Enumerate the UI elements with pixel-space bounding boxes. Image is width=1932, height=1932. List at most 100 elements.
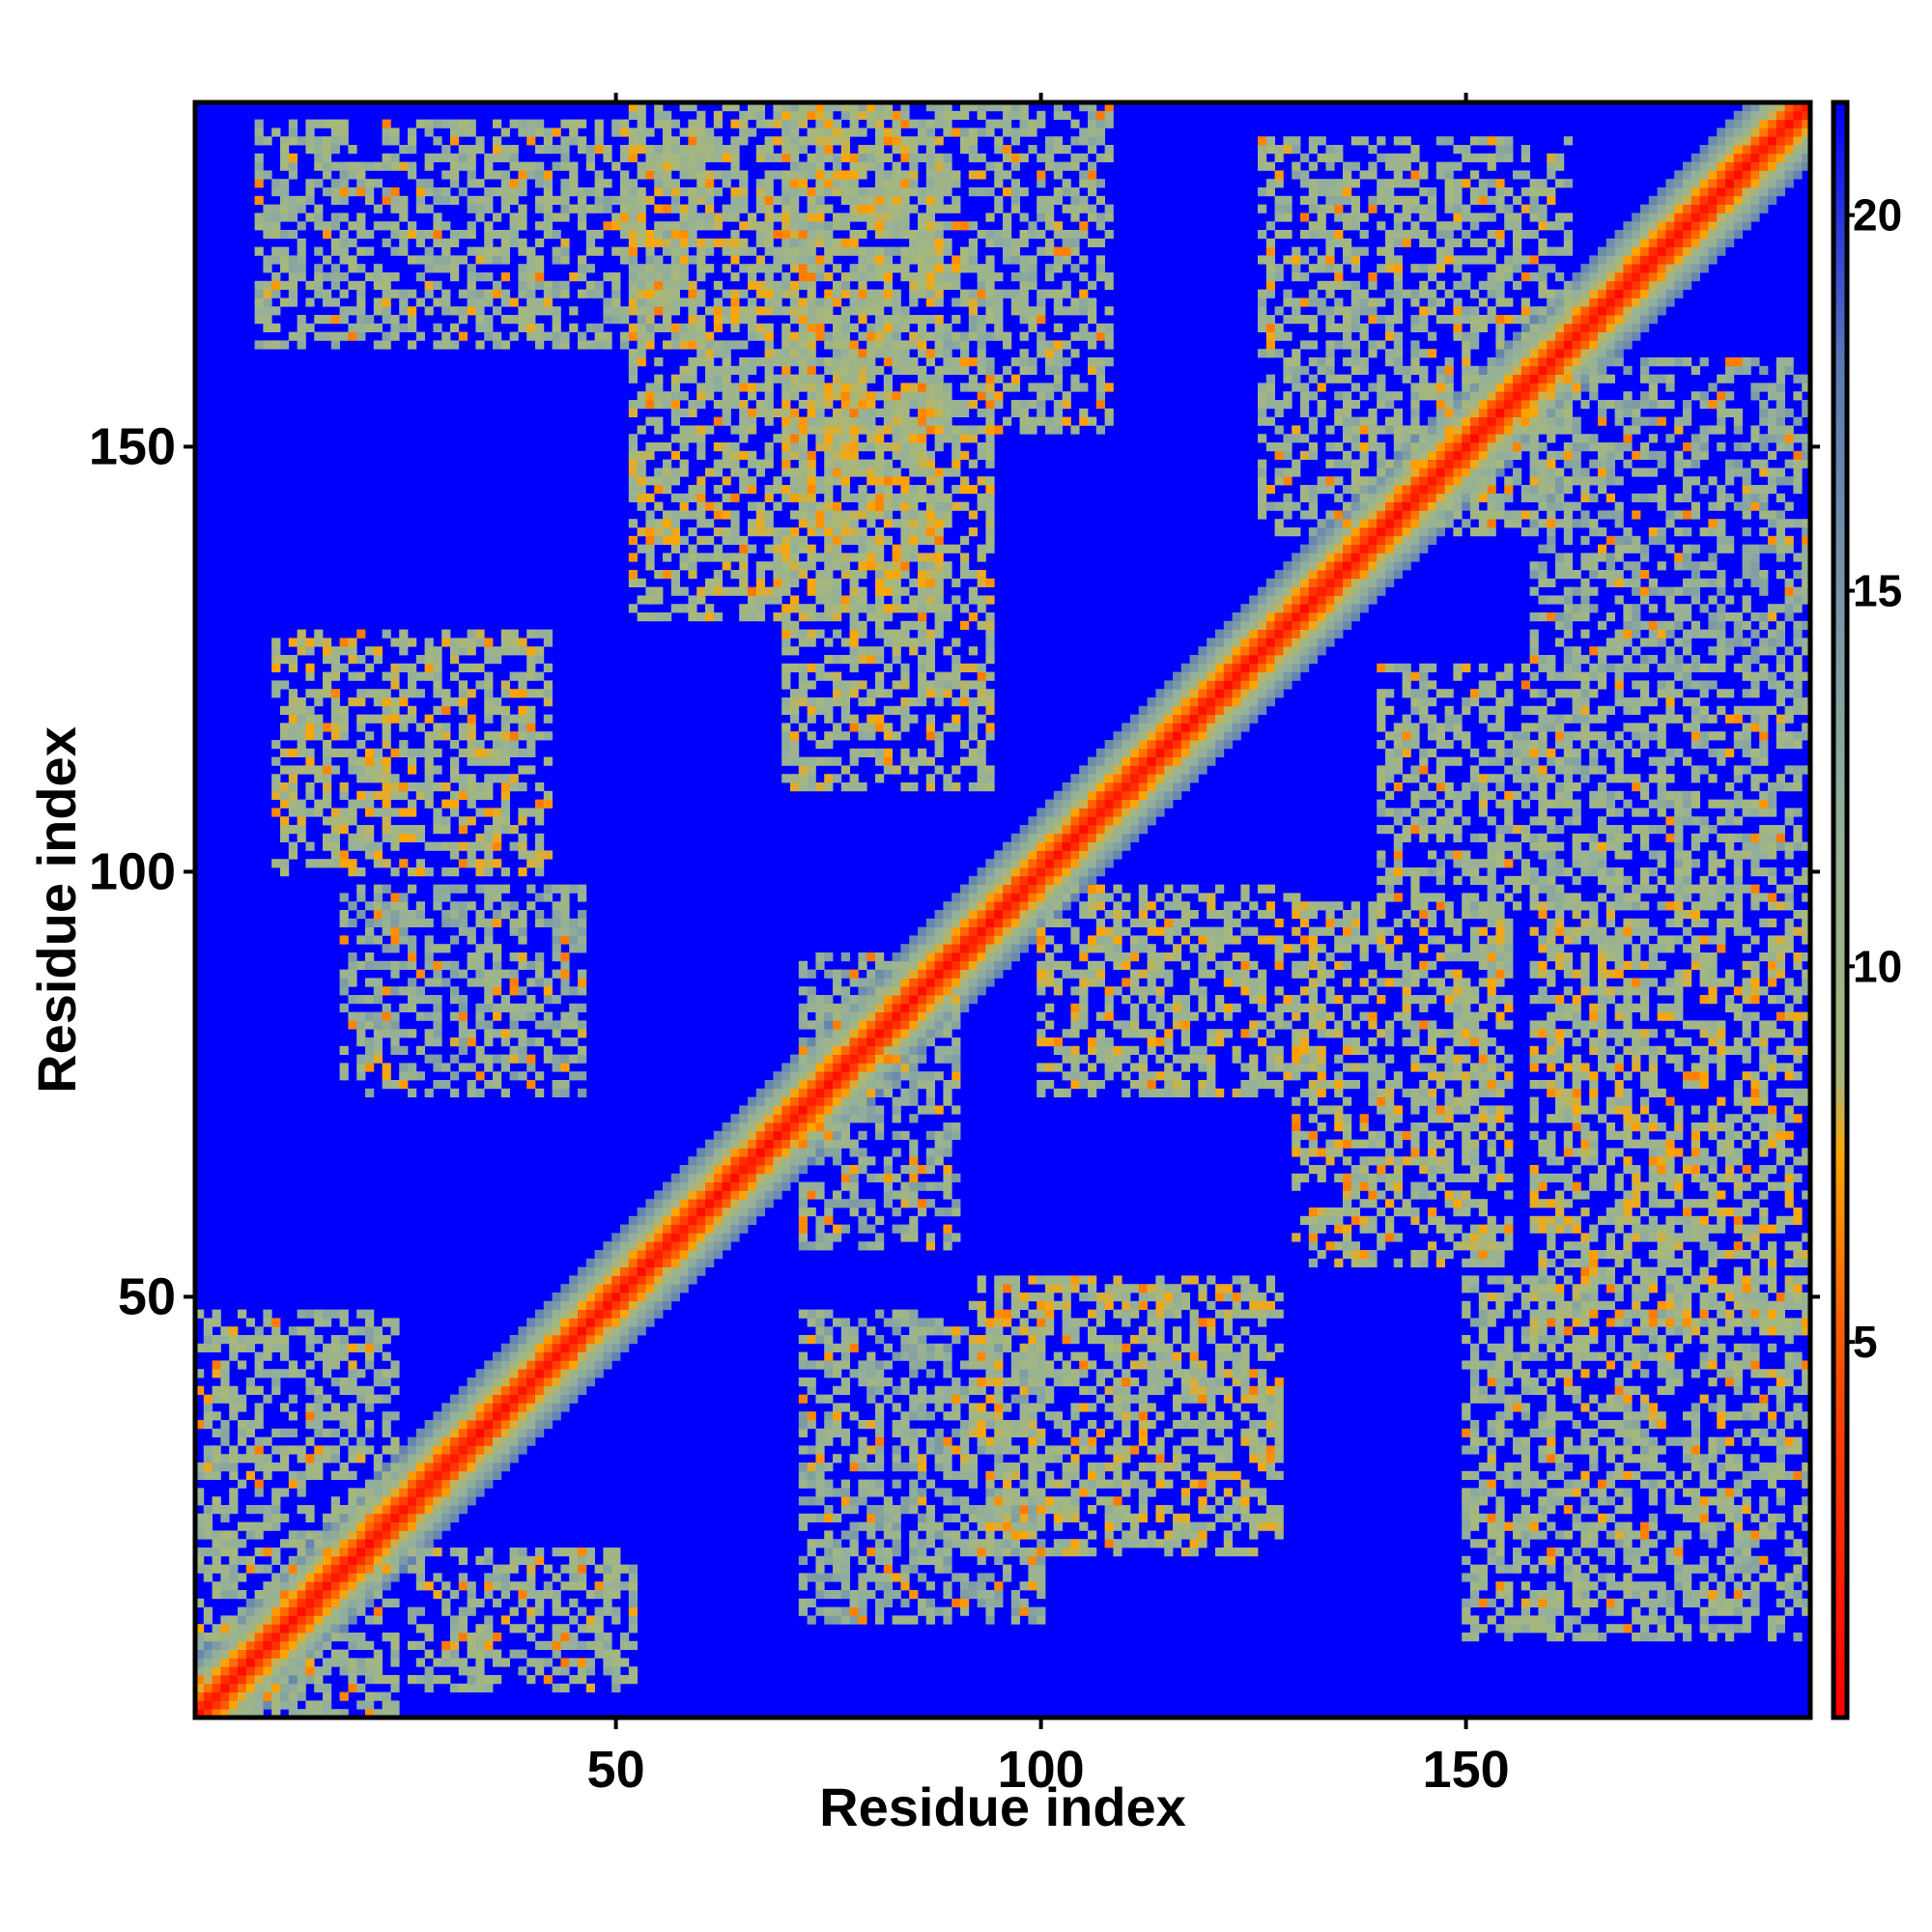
heatmap-cell	[450, 935, 460, 945]
heatmap-cell	[348, 1513, 357, 1522]
heatmap-cell	[467, 952, 476, 962]
heatmap-cell	[705, 468, 715, 477]
heatmap-cell	[755, 1208, 765, 1217]
heatmap-cell	[807, 408, 816, 417]
heatmap-cell	[696, 110, 706, 120]
heatmap-cell	[484, 859, 494, 868]
heatmap-cell	[585, 1284, 595, 1293]
heatmap-cell	[670, 1224, 680, 1234]
heatmap-cell	[314, 1598, 324, 1607]
heatmap-cell	[475, 1378, 485, 1387]
heatmap-cell	[637, 161, 646, 171]
heatmap-cell	[840, 1343, 850, 1352]
heatmap-cell	[552, 1326, 561, 1336]
heatmap-cell	[663, 1293, 672, 1302]
heatmap-cell	[696, 195, 706, 205]
heatmap-cell	[679, 340, 689, 350]
heatmap-cell	[781, 638, 791, 647]
heatmap-cell	[348, 323, 357, 332]
heatmap-cell	[314, 689, 324, 698]
heatmap-cell	[441, 1479, 451, 1489]
heatmap-cell	[229, 1633, 239, 1642]
heatmap-cell	[408, 1463, 417, 1472]
heatmap-cell	[824, 1573, 834, 1582]
heatmap-cell	[705, 612, 715, 622]
heatmap-cell	[578, 1658, 587, 1667]
heatmap-cell	[730, 1139, 740, 1149]
heatmap-cell	[594, 1293, 604, 1302]
heatmap-cell	[858, 400, 867, 410]
heatmap-cell	[195, 1548, 205, 1557]
heatmap-cell	[399, 1045, 409, 1055]
heatmap-cell	[722, 391, 731, 401]
heatmap-cell	[849, 714, 859, 724]
heatmap-cell	[518, 323, 527, 332]
heatmap-cell	[628, 1258, 638, 1267]
heatmap-cell	[323, 1598, 332, 1607]
heatmap-cell	[493, 740, 502, 750]
heatmap-cell	[475, 1666, 485, 1676]
heatmap-cell	[305, 323, 315, 332]
heatmap-cell	[330, 298, 340, 307]
heatmap-cell	[415, 1573, 425, 1582]
heatmap-cell	[645, 1224, 655, 1234]
heatmap-cell	[815, 1139, 825, 1149]
heatmap-cell	[518, 289, 527, 298]
heatmap-cell	[373, 1606, 383, 1616]
heatmap-cell	[305, 298, 315, 307]
heatmap-cell	[263, 221, 272, 231]
heatmap-cell	[679, 1275, 689, 1285]
heatmap-cell	[493, 893, 502, 902]
heatmap-cell	[688, 323, 697, 332]
heatmap-cell	[424, 790, 434, 800]
heatmap-cell	[764, 561, 774, 571]
heatmap-cell	[663, 1300, 672, 1310]
heatmap-cell	[382, 765, 391, 775]
heatmap-cell	[509, 1378, 519, 1387]
heatmap-cell	[441, 1606, 451, 1616]
heatmap-cell	[833, 119, 842, 128]
heatmap-cell	[330, 1505, 340, 1515]
heatmap-cell	[824, 544, 834, 554]
heatmap-cell	[314, 161, 324, 171]
heatmap-cell	[195, 1488, 205, 1497]
heatmap-cell	[467, 280, 476, 290]
heatmap-cell	[263, 1505, 272, 1515]
heatmap-cell	[220, 1394, 230, 1404]
heatmap-cell	[858, 1496, 867, 1506]
heatmap-cell	[330, 1598, 340, 1607]
heatmap-cell	[628, 1640, 638, 1650]
heatmap-cell	[500, 204, 510, 213]
heatmap-cell	[373, 841, 383, 851]
heatmap-cell	[280, 723, 290, 732]
heatmap-cell	[560, 935, 570, 945]
heatmap-cell	[790, 1139, 800, 1149]
heatmap-cell	[365, 1445, 375, 1455]
heatmap-cell	[858, 1463, 867, 1472]
heatmap-cell	[500, 1029, 510, 1038]
heatmap-cell	[493, 187, 502, 197]
heatmap-cell	[535, 1420, 545, 1430]
heatmap-cell	[433, 646, 442, 656]
heatmap-cell	[348, 161, 357, 171]
heatmap-cell	[858, 1114, 867, 1123]
heatmap-cell	[798, 1428, 808, 1437]
heatmap-cell	[408, 638, 417, 647]
heatmap-cell	[518, 187, 527, 197]
heatmap-cell	[509, 238, 519, 247]
heatmap-cell	[297, 1598, 306, 1607]
heatmap-cell	[730, 1156, 740, 1166]
heatmap-cell	[493, 1369, 502, 1378]
heatmap-cell	[833, 1020, 842, 1030]
heatmap-cell	[475, 272, 485, 282]
heatmap-cell	[645, 1258, 655, 1267]
heatmap-cell	[433, 1463, 442, 1472]
heatmap-cell	[824, 782, 834, 792]
heatmap-cell	[781, 195, 791, 205]
heatmap-cell	[637, 298, 646, 307]
heatmap-cell	[399, 833, 409, 842]
heatmap-cell	[824, 1436, 834, 1446]
heatmap-cell	[569, 1564, 579, 1574]
heatmap-cell	[849, 1335, 859, 1345]
heatmap-cell	[493, 1011, 502, 1021]
